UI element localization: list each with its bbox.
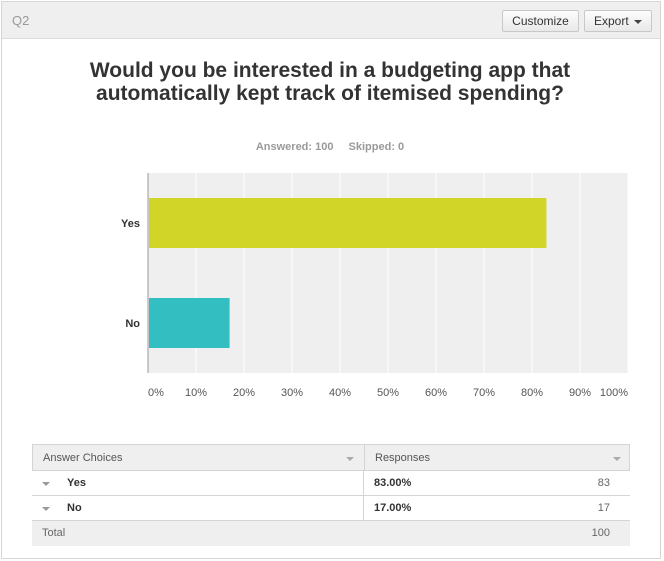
table-row: No 17.00% 17 (32, 496, 630, 521)
table-header-row: Answer Choices Responses (32, 444, 630, 471)
x-tick-label: 30% (281, 387, 303, 399)
response-count: 83 (597, 477, 610, 489)
x-tick-label: 0% (148, 387, 164, 399)
x-tick-label: 90% (569, 387, 591, 399)
x-tick-label: 50% (377, 387, 399, 399)
bar-chart: 0% 10% 20% 30% 40% 50% 60% 70% 80% 90% 100% Yes No (121, 173, 629, 399)
row-expand-icon[interactable] (42, 507, 50, 511)
x-tick-label: 80% (521, 387, 543, 399)
choice-label: No (67, 502, 82, 514)
answered-count: Answered: 100 (255, 141, 334, 153)
skipped-count: Skipped: 0 (348, 141, 405, 153)
question-title: Would you be interested in a budgeting a… (89, 59, 571, 105)
category-label: Yes (121, 218, 140, 230)
sort-caret-icon[interactable] (346, 457, 354, 461)
response-count: 17 (597, 502, 610, 514)
x-tick-label: 100% (600, 387, 628, 399)
column-divider (363, 471, 364, 495)
x-tick-label: 10% (185, 387, 207, 399)
x-tick-label: 40% (329, 387, 351, 399)
header-responses[interactable]: Responses (375, 452, 431, 464)
sort-caret-icon[interactable] (613, 457, 621, 461)
column-divider (363, 496, 364, 520)
export-button[interactable]: Export (584, 10, 652, 32)
total-value: 100 (591, 527, 610, 539)
table-row: Yes 83.00% 83 (32, 471, 630, 496)
response-percent: 17.00% (374, 502, 412, 514)
export-label: Export (594, 14, 629, 28)
x-tick-label: 60% (425, 387, 447, 399)
bar (149, 298, 230, 348)
row-expand-icon[interactable] (42, 482, 50, 486)
header-answer-choices[interactable]: Answer Choices (43, 452, 123, 464)
x-tick-label: 70% (473, 387, 495, 399)
chevron-down-icon (634, 20, 642, 24)
panel-header: Q2 Customize Export (2, 2, 660, 39)
table-total-row: Total 100 (32, 521, 630, 546)
bar (149, 198, 547, 248)
response-percent: 83.00% (374, 477, 412, 489)
total-label: Total (42, 527, 66, 539)
question-number: Q2 (12, 13, 30, 28)
choice-label: Yes (67, 477, 86, 489)
category-label: No (125, 318, 140, 330)
x-tick-label: 20% (233, 387, 255, 399)
response-stats: Answered: 100 Skipped: 0 (0, 141, 660, 153)
column-divider (364, 445, 365, 470)
customize-button[interactable]: Customize (502, 10, 579, 32)
